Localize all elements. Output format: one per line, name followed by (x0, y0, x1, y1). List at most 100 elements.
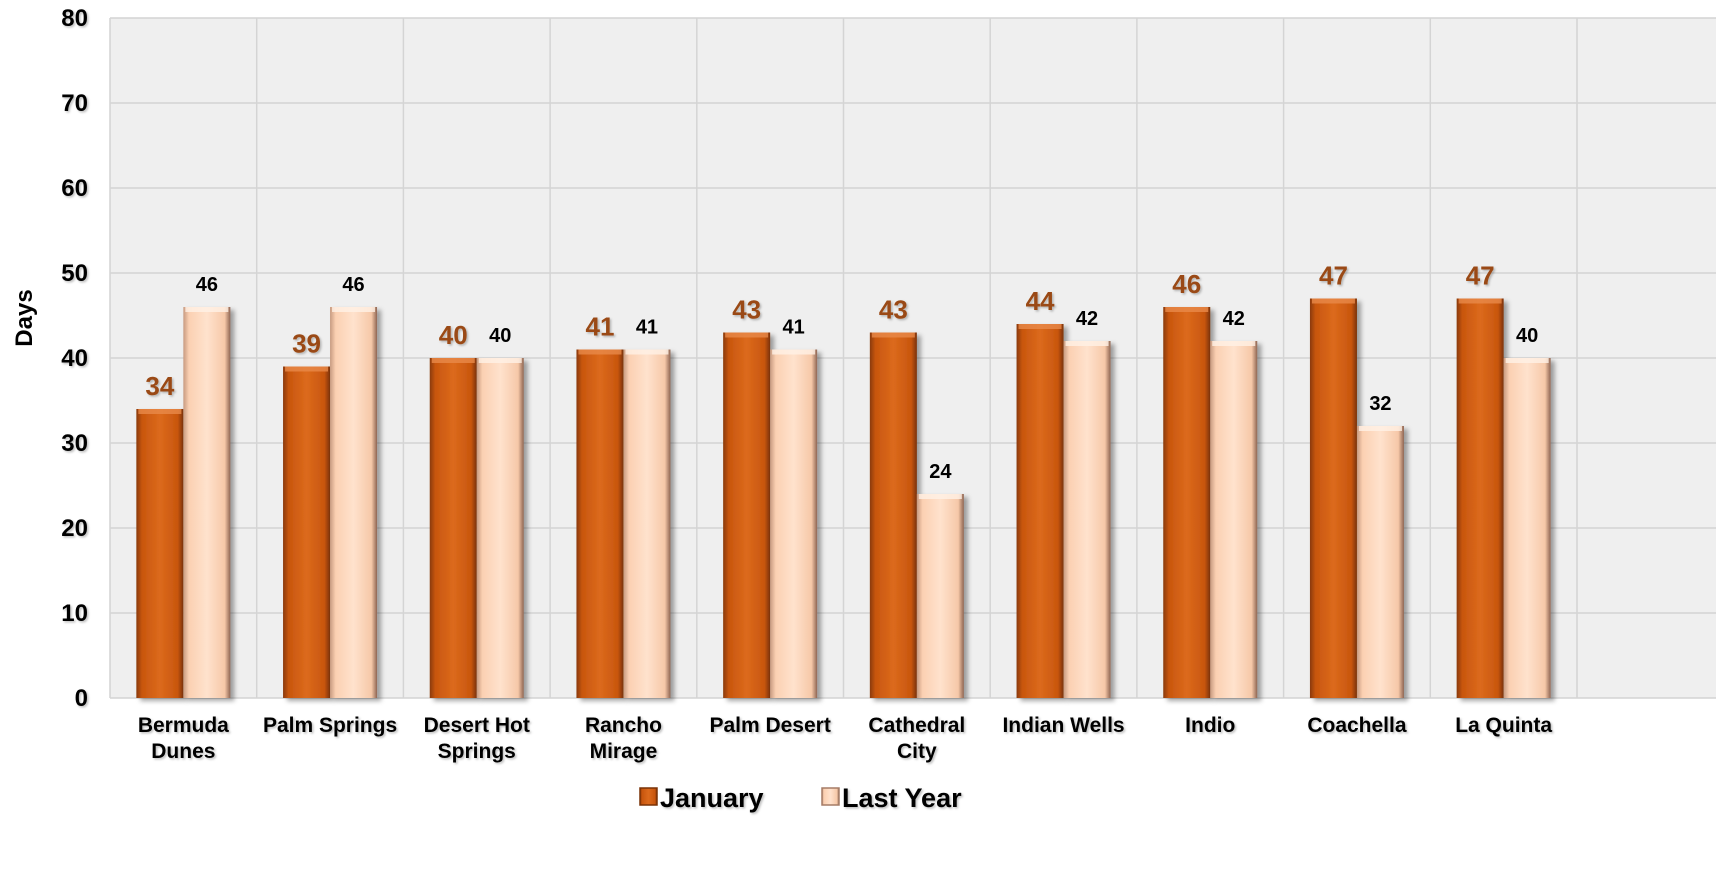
legend-item-january: January (639, 783, 764, 813)
bar-january: 43 (869, 295, 917, 698)
bar-bevel (1065, 341, 1109, 346)
bar-rect (136, 409, 184, 698)
data-label: 32 (1369, 393, 1391, 415)
y-tick-label: 0 (75, 685, 88, 712)
bar-january: 46 (1163, 269, 1211, 698)
data-label: 46 (342, 274, 364, 296)
x-tick-label: Rancho Mirage (585, 714, 662, 763)
x-tick-label: Indio (1185, 714, 1235, 737)
bar-rect (1163, 307, 1211, 698)
bar-rect (1356, 426, 1404, 698)
bar-bevel (1505, 358, 1549, 363)
x-tick-label: Bermuda Dunes (138, 714, 229, 763)
data-label: 39 (292, 329, 321, 359)
bars: 34 46 39 46 40 40 41 41 43 41 43 24 44 42 46 42 47 32 47 40 (136, 261, 1551, 698)
data-label: 41 (585, 312, 614, 342)
bar-bevel (578, 349, 622, 355)
bar-january: 39 (283, 329, 331, 698)
bar-last-year: 40 (1503, 325, 1551, 698)
bar-rect (1456, 298, 1504, 698)
y-axis: 0 10 20 30 40 50 60 70 80 (61, 5, 88, 712)
legend-label: January (660, 783, 764, 813)
bar-rect (723, 332, 771, 698)
legend-swatch (821, 787, 840, 806)
bar-rect (183, 307, 231, 698)
x-tick-label-line: Rancho (585, 714, 662, 737)
data-label: 47 (1466, 261, 1495, 291)
bar-bevel (772, 349, 816, 355)
legend-label: Last Year (842, 783, 962, 813)
bar-last-year: 40 (476, 325, 524, 698)
x-axis-labels: Bermuda Dunes Palm Springs Desert Hot Spring… (138, 714, 1553, 763)
bar-bevel (918, 494, 962, 499)
x-tick-label-line: Mirage (590, 740, 658, 763)
x-tick-label-line: Desert Hot (424, 714, 530, 737)
data-label: 42 (1076, 308, 1098, 330)
legend-item-last-year: Last Year (821, 783, 962, 813)
y-tick-label: 70 (61, 90, 88, 117)
data-label: 46 (1172, 269, 1201, 299)
x-tick-label: Indian Wells (1002, 714, 1124, 737)
x-tick-label: Cathedral City (868, 714, 965, 763)
bar-rect (429, 358, 477, 698)
bar-rect (869, 332, 917, 698)
bar-bevel (1358, 426, 1402, 431)
x-tick-label-line: Palm Desert (709, 714, 830, 737)
y-tick-label: 10 (61, 600, 88, 627)
x-tick-label: Palm Desert (709, 714, 830, 737)
bar-rect (770, 349, 818, 698)
data-label: 46 (196, 274, 218, 296)
bar-last-year: 32 (1356, 393, 1404, 698)
x-tick-label: Desert Hot Springs (424, 714, 530, 763)
bar-last-year: 42 (1063, 308, 1111, 698)
y-tick-label: 80 (61, 5, 88, 32)
x-tick-label-line: Indio (1185, 714, 1235, 737)
data-label: 41 (636, 317, 658, 339)
bar-rect (1016, 324, 1064, 698)
bar-last-year: 46 (183, 274, 231, 698)
y-tick-label: 60 (61, 175, 88, 202)
x-tick-label-line: Palm Springs (263, 714, 397, 737)
data-label: 40 (489, 325, 511, 347)
bar-bevel (431, 358, 475, 363)
bar-bevel (1212, 341, 1256, 346)
bar-last-year: 24 (916, 461, 964, 698)
x-tick-label-line: Indian Wells (1002, 714, 1124, 737)
bar-january: 34 (136, 371, 184, 698)
data-label: 40 (439, 320, 468, 350)
bar-last-year: 46 (330, 274, 378, 698)
bar-bevel (332, 307, 376, 312)
data-label: 43 (879, 295, 908, 325)
legend-swatch (639, 787, 658, 806)
data-label: 42 (1223, 308, 1245, 330)
bar-bevel (185, 307, 229, 312)
y-tick-label: 40 (61, 345, 88, 372)
data-label: 40 (1516, 325, 1538, 347)
bar-rect (1210, 341, 1258, 698)
x-tick-label: La Quinta (1455, 714, 1552, 737)
y-tick-label: 50 (61, 260, 88, 287)
bar-january: 44 (1016, 286, 1064, 698)
bar-rect (476, 358, 524, 698)
bar-january: 43 (723, 295, 771, 698)
data-label: 47 (1319, 261, 1348, 291)
x-tick-label-line: Springs (438, 740, 516, 763)
x-tick-label-line: Coachella (1307, 714, 1407, 737)
x-tick-label-line: Bermuda (138, 714, 229, 737)
bar-rect (1309, 298, 1357, 698)
x-tick-label-line: Dunes (151, 740, 215, 763)
bar-rect (1063, 341, 1111, 698)
x-tick-label: Palm Springs (263, 714, 397, 737)
bar-bevel (1311, 298, 1355, 304)
data-label: 44 (1026, 286, 1055, 316)
bar-bevel (478, 358, 522, 363)
bar-rect (916, 494, 964, 698)
bar-bevel (871, 332, 915, 338)
x-tick-label: Coachella (1307, 714, 1407, 737)
bar-bevel (625, 349, 669, 355)
bar-rect (576, 349, 624, 698)
data-label: 34 (145, 371, 174, 401)
bar-january: 47 (1309, 261, 1357, 698)
y-tick-label: 30 (61, 430, 88, 457)
